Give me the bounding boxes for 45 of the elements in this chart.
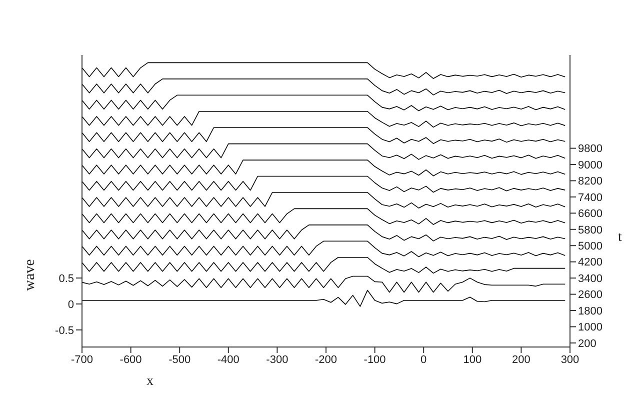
y-tick-label: 0 <box>68 298 74 311</box>
x-tick-label: -400 <box>217 354 240 366</box>
y2-tick-label: 3400 <box>578 272 602 285</box>
x-tick-label: -500 <box>168 354 191 366</box>
y-tick-label: -0.5 <box>55 324 74 337</box>
line-series <box>82 143 566 160</box>
line-series <box>82 78 566 96</box>
y2-tick-label: 8200 <box>578 176 602 188</box>
x-tick-label: -200 <box>314 354 338 366</box>
line-series <box>82 62 566 79</box>
y2-tick-label: 200 <box>578 338 596 350</box>
y2-tick-label: 7400 <box>578 192 602 204</box>
x-tick-label: 300 <box>560 354 580 366</box>
x-tick-label: 100 <box>463 354 482 366</box>
y2-tick-label: 4200 <box>578 256 602 269</box>
y2-tick-label: 9000 <box>578 159 602 172</box>
line-series <box>82 160 566 176</box>
y2-tick-label: 6600 <box>578 208 602 220</box>
y-axis-title: wave <box>22 258 38 291</box>
y2-tick-label: 1000 <box>578 322 602 334</box>
x-tick-label: -300 <box>266 354 288 366</box>
y2-tick-label: 1800 <box>578 305 602 318</box>
line-series <box>82 127 566 144</box>
line-series <box>82 192 566 208</box>
x-tick-label: -100 <box>364 354 386 366</box>
line-series <box>82 240 566 258</box>
x-tick-label: 0 <box>420 354 427 366</box>
line-series <box>82 276 566 293</box>
x-tick-label: 200 <box>512 354 530 366</box>
line-series <box>82 224 566 242</box>
line-series <box>82 290 566 307</box>
x-axis-title: x <box>146 374 154 389</box>
y2-tick-label: 5800 <box>578 224 602 236</box>
line-series <box>82 256 566 274</box>
y2-axis-title: t <box>618 230 622 245</box>
x-tick-label: -600 <box>120 354 142 366</box>
line-series <box>82 208 566 225</box>
y2-tick-label: 2600 <box>578 289 602 302</box>
line-series <box>82 94 566 112</box>
line-series <box>82 176 566 193</box>
y2-tick-label: 9800 <box>578 143 602 156</box>
x-tick-label: -700 <box>70 354 94 366</box>
line-series <box>82 110 566 128</box>
y-tick-label: 0.5 <box>58 272 74 285</box>
y2-tick-label: 5000 <box>578 240 602 253</box>
